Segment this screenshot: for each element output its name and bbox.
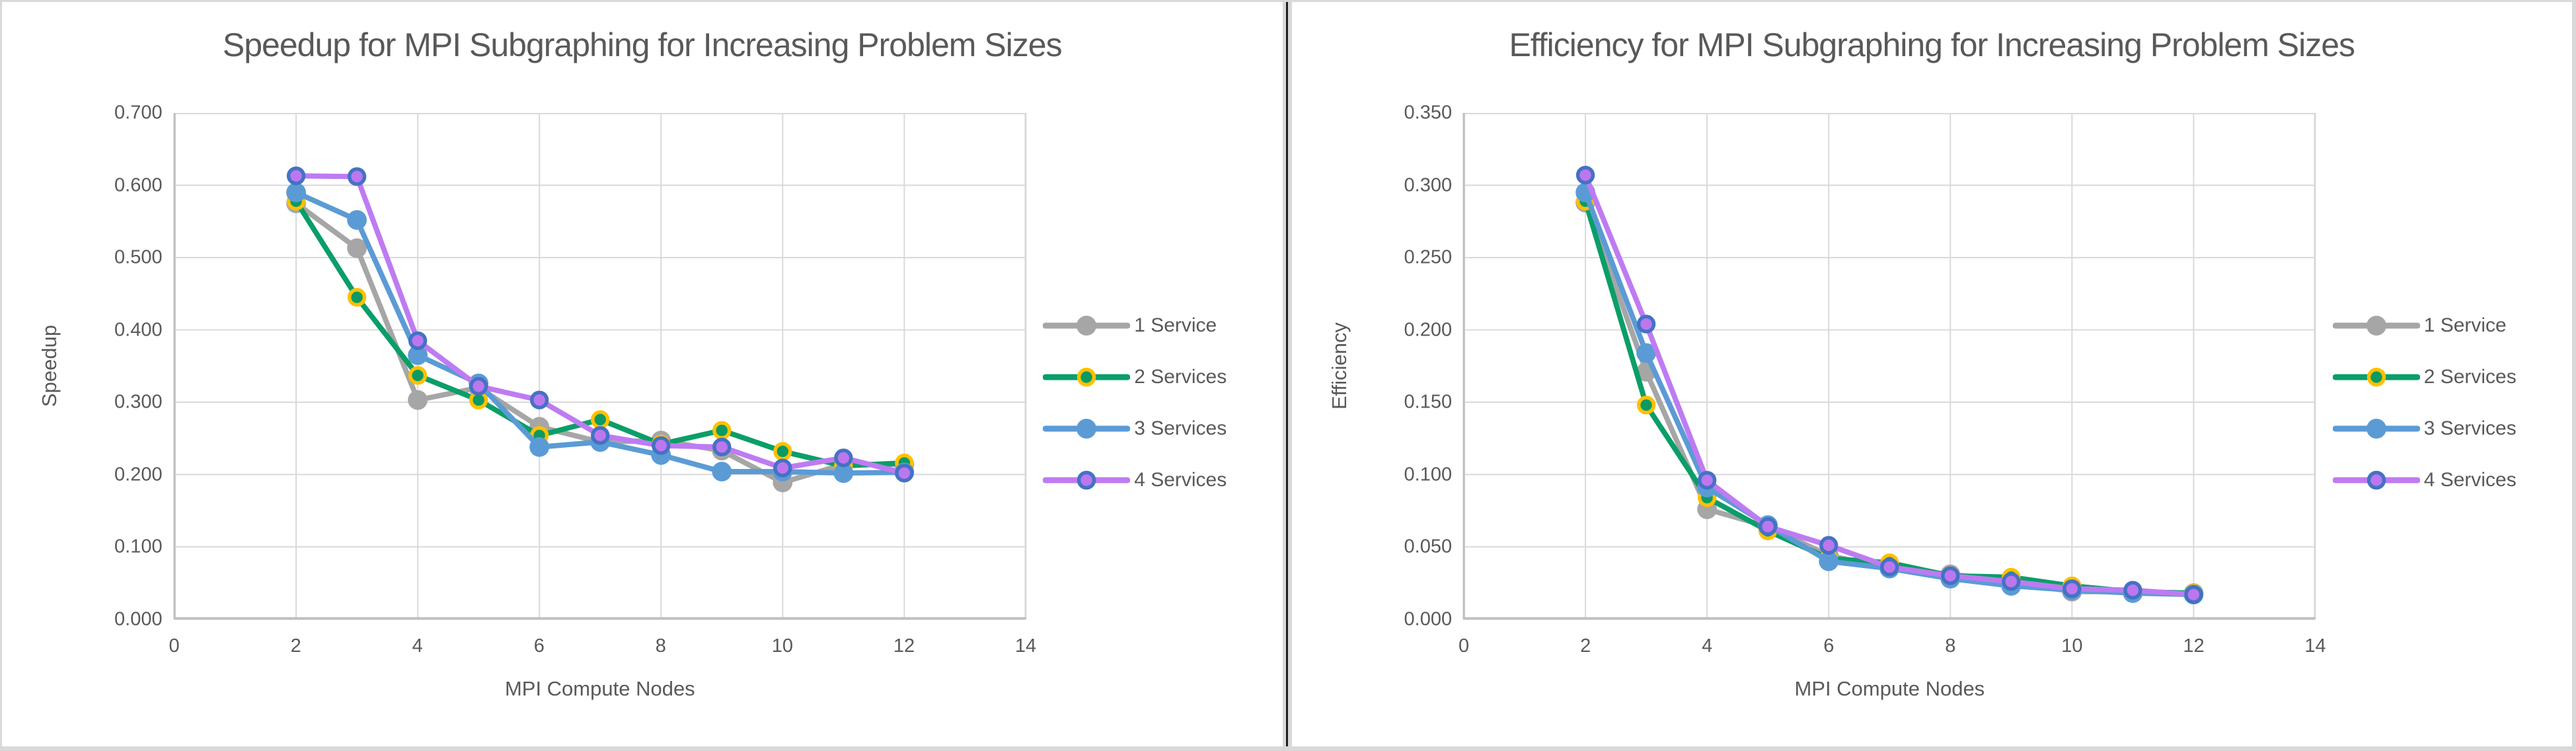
efficiency-chart-panel: Efficiency for MPI Subgraphing for Incre… <box>1291 2 2572 746</box>
legend-item: 4 Services <box>2332 469 2517 491</box>
y-axis-tick-label: 0.000 <box>114 608 163 630</box>
legend-series-marker-icon <box>2332 419 2420 439</box>
x-axis-tick-label: 6 <box>533 635 545 657</box>
y-axis-tick-label: 0.000 <box>1404 608 1453 630</box>
chart-title: Speedup for MPI Subgraphing for Increasi… <box>222 26 1063 63</box>
x-axis-tick-label: 14 <box>1014 635 1037 657</box>
legend-item: 1 Service <box>1043 314 1227 337</box>
x-axis-tick-label: 2 <box>1580 635 1591 657</box>
y-axis-title: Efficiency <box>1327 322 1351 410</box>
legend-label: 1 Service <box>1134 314 1217 337</box>
y-axis-tick-label: 0.400 <box>114 319 163 341</box>
legend-series-marker-icon <box>1043 471 1131 490</box>
y-axis-tick-label: 0.250 <box>1404 246 1453 268</box>
y-axis-tick-label: 0.100 <box>114 536 163 557</box>
line-chart <box>173 113 1027 620</box>
legend-series-marker-icon <box>2332 368 2420 387</box>
legend-label: 2 Services <box>1134 366 1227 388</box>
y-axis-tick-label: 0.500 <box>114 246 163 268</box>
legend-label: 2 Services <box>2423 366 2517 388</box>
x-axis-tick-label: 8 <box>655 635 666 657</box>
legend-label: 4 Services <box>1134 469 1227 491</box>
legend-series-marker-icon <box>2332 316 2420 336</box>
legend-item: 3 Services <box>1043 417 1227 440</box>
chart-legend: 1 Service 2 Services 3 Services 4 Services <box>1043 314 1227 491</box>
x-axis-tick-label: 6 <box>1823 635 1835 657</box>
legend-label: 1 Service <box>2423 314 2507 337</box>
x-axis-title: MPI Compute Nodes <box>1794 677 1985 700</box>
x-axis-tick-label: 10 <box>2061 635 2083 657</box>
y-axis-tick-label: 0.300 <box>114 391 163 413</box>
y-axis-title: Speedup <box>38 325 61 408</box>
y-axis-tick-label: 0.700 <box>114 102 163 124</box>
x-axis-title: MPI Compute Nodes <box>504 677 695 700</box>
x-axis-tick-label: 12 <box>893 635 915 657</box>
x-axis-tick-label: 4 <box>412 635 423 657</box>
legend-label: 3 Services <box>2423 417 2517 440</box>
legend-item: 4 Services <box>1043 469 1227 491</box>
legend-item: 2 Services <box>2332 366 2517 388</box>
legend-label: 3 Services <box>1134 417 1227 440</box>
x-axis-tick-label: 0 <box>169 635 180 657</box>
legend-label: 4 Services <box>2423 469 2517 491</box>
line-chart <box>1462 113 2316 620</box>
chart-title: Efficiency for MPI Subgraphing for Incre… <box>1509 26 2355 63</box>
legend-item: 1 Service <box>2332 314 2517 337</box>
legend-item: 3 Services <box>2332 417 2517 440</box>
y-axis-tick-label: 0.200 <box>114 464 163 485</box>
speedup-chart-panel: Speedup for MPI Subgraphing for Increasi… <box>2 2 1283 746</box>
y-axis-tick-label: 0.100 <box>1404 464 1453 485</box>
y-axis-tick-label: 0.150 <box>1404 391 1453 413</box>
y-axis-tick-label: 0.350 <box>1404 102 1453 124</box>
x-axis-tick-label: 4 <box>1702 635 1713 657</box>
chart-legend: 1 Service 2 Services 3 Services 4 Services <box>2332 314 2517 491</box>
x-axis-tick-label: 0 <box>1458 635 1470 657</box>
panel-divider <box>1282 2 1292 746</box>
legend-series-marker-icon <box>1043 368 1131 387</box>
plot-area: 0.000 0.050 0.100 0.150 0.200 0.250 0.300 0.350… <box>1404 102 2326 657</box>
plot-area: 0.000 0.100 0.200 0.300 0.400 0.500 0.600 0.700… <box>114 102 1036 657</box>
legend-series-marker-icon <box>1043 316 1131 336</box>
y-axis-tick-label: 0.050 <box>1404 536 1453 557</box>
y-axis-tick-label: 0.600 <box>114 174 163 196</box>
legend-series-marker-icon <box>2332 471 2420 490</box>
legend-series-marker-icon <box>1043 419 1131 439</box>
y-axis-tick-label: 0.300 <box>1404 174 1453 196</box>
x-axis-tick-label: 12 <box>2183 635 2205 657</box>
x-axis-tick-label: 2 <box>290 635 301 657</box>
x-axis-tick-label: 14 <box>2304 635 2326 657</box>
legend-item: 2 Services <box>1043 366 1227 388</box>
x-axis-tick-label: 8 <box>1945 635 1956 657</box>
y-axis-tick-label: 0.200 <box>1404 319 1453 341</box>
x-axis-tick-label: 10 <box>771 635 794 657</box>
